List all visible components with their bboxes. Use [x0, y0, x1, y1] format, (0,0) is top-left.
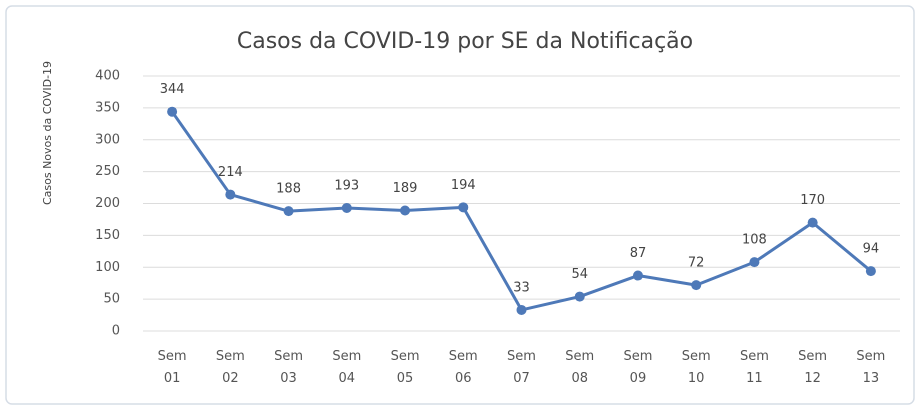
chart-title: Casos da COVID-19 por SE da Notificação	[237, 29, 693, 54]
x-tick-label: Sem 03	[274, 349, 304, 386]
y-tick-label: 0	[112, 324, 120, 339]
data-label: 194	[451, 178, 476, 193]
x-tick-label: Sem 10	[681, 349, 711, 386]
point	[691, 280, 702, 291]
data-label: 108	[742, 233, 767, 248]
x-tick-label: Sem 04	[332, 349, 362, 386]
data-label: 33	[513, 280, 530, 295]
x-tick-label: Sem 12	[798, 349, 828, 386]
y-tick-label: 400	[95, 69, 120, 84]
data-label: 87	[630, 246, 647, 261]
y-tick-label: 100	[95, 260, 120, 275]
point	[807, 217, 818, 228]
y-tick-label: 350	[95, 100, 120, 115]
x-tick-label: Sem 11	[739, 349, 769, 386]
y-tick-label: 50	[103, 292, 120, 307]
data-label: 54	[571, 267, 588, 282]
data-label: 189	[393, 181, 418, 196]
x-tick-label: Sem 09	[623, 349, 653, 386]
x-tick-label: Sem 07	[507, 349, 536, 386]
x-tick-label: Sem 08	[565, 349, 595, 386]
point	[865, 266, 876, 277]
point	[632, 270, 643, 281]
point	[574, 291, 585, 302]
data-label: 72	[688, 256, 705, 271]
point	[749, 257, 760, 268]
point	[225, 189, 236, 200]
y-axis-label: Casos Novos da COVID-19	[41, 61, 54, 205]
data-label: 170	[800, 193, 825, 208]
x-tick-label: Sem 01	[157, 349, 187, 386]
x-tick-label: Sem 05	[390, 349, 420, 386]
point	[167, 106, 178, 117]
y-tick-label: 300	[95, 132, 120, 147]
point	[400, 205, 411, 216]
point	[516, 304, 527, 315]
data-label: 344	[160, 82, 185, 97]
data-label: 94	[863, 242, 880, 257]
x-tick-label: Sem 02	[215, 349, 245, 386]
x-tick-label: Sem 13	[856, 349, 886, 386]
x-tick-label: Sem 06	[448, 349, 478, 386]
y-tick-label: 150	[95, 228, 120, 243]
data-label: 214	[218, 165, 243, 180]
y-tick-label: 250	[95, 164, 120, 179]
point	[283, 206, 294, 217]
data-label: 193	[334, 178, 359, 193]
point	[458, 202, 469, 213]
y-tick-label: 200	[95, 196, 120, 211]
point	[341, 202, 352, 213]
data-label: 188	[276, 182, 301, 197]
